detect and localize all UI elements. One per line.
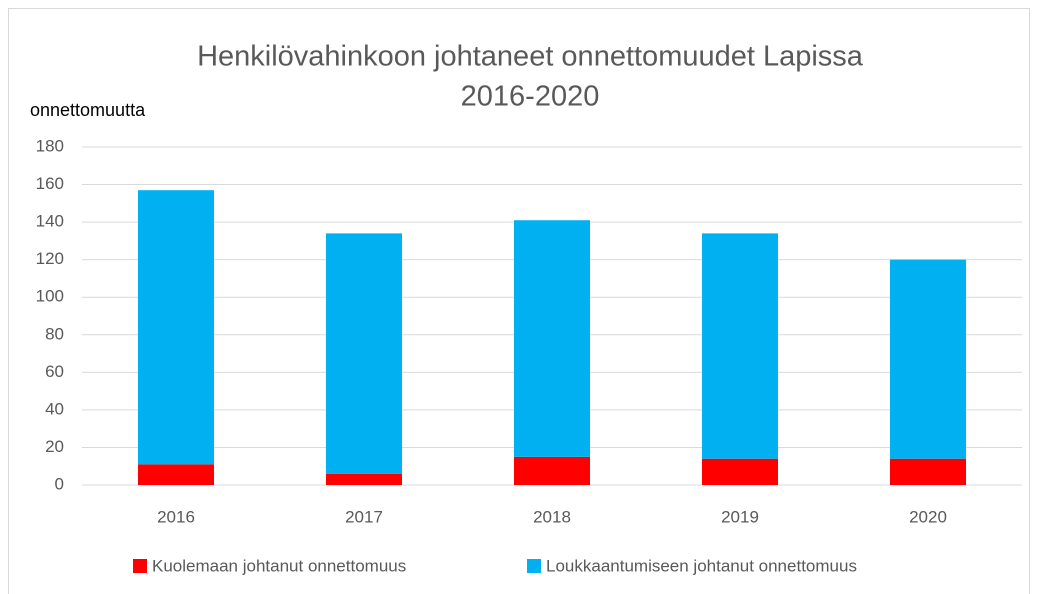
bar-segment (138, 464, 214, 485)
y-tick-label: 60 (45, 362, 64, 381)
chart-title: Henkilövahinkoon johtaneet onnettomuudet… (197, 41, 864, 73)
chart-title: 2016-2020 (461, 81, 600, 113)
y-tick-label: 160 (36, 174, 64, 193)
y-tick-label: 40 (45, 399, 64, 418)
bar-segment (890, 458, 966, 485)
x-tick-label: 2016 (157, 507, 195, 526)
legend-swatch (527, 559, 541, 573)
y-axis-label: onnettomuutta (30, 100, 146, 120)
x-tick-label: 2018 (533, 507, 571, 526)
x-tick-label: 2017 (345, 507, 383, 526)
bar-segment (514, 220, 590, 457)
bar-segment (138, 190, 214, 465)
x-tick-label: 2019 (721, 507, 759, 526)
y-tick-label: 120 (36, 249, 64, 268)
bar-segment (326, 233, 402, 474)
bar-segment (326, 473, 402, 485)
legend-label: Kuolemaan johtanut onnettomuus (152, 556, 406, 575)
legend-swatch (133, 559, 147, 573)
bar-segment (514, 456, 590, 485)
y-tick-label: 180 (36, 136, 64, 155)
y-tick-label: 20 (45, 437, 64, 456)
y-tick-label: 80 (45, 324, 64, 343)
bar-segment (702, 458, 778, 485)
y-tick-label: 0 (55, 474, 64, 493)
legend-label: Loukkaantumiseen johtanut onnettomuus (546, 556, 857, 575)
bar-segment (890, 259, 966, 459)
x-tick-label: 2020 (909, 507, 947, 526)
y-tick-label: 140 (36, 212, 64, 231)
bar-segment (702, 233, 778, 459)
y-tick-label: 100 (36, 287, 64, 306)
